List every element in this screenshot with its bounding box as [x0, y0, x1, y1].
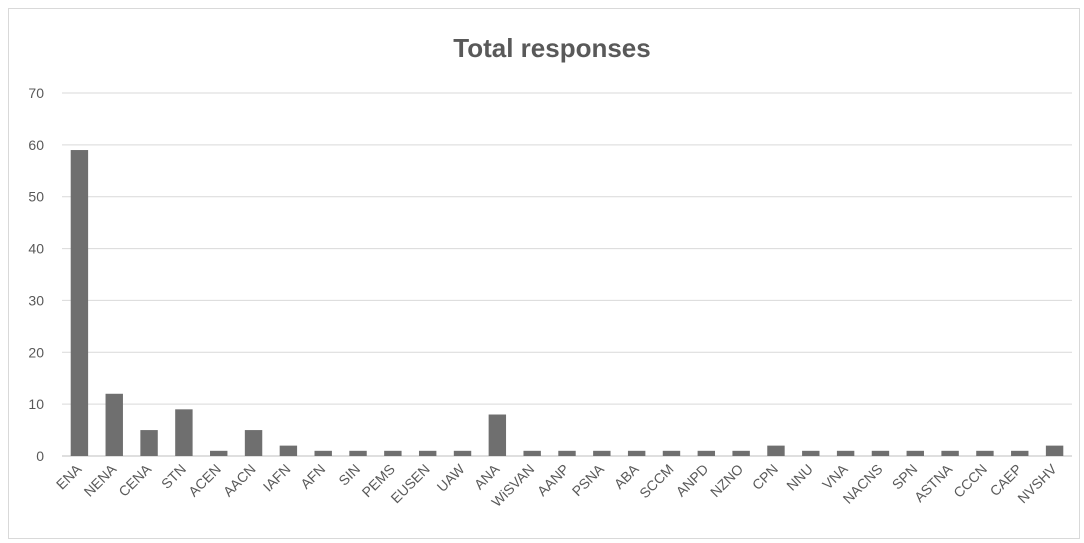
y-tick-label: 10: [28, 396, 44, 412]
x-tick-label: CPN: [749, 461, 781, 493]
bar-psna: [593, 450, 611, 456]
bar-sccm: [662, 450, 681, 456]
bar-acen: [210, 450, 228, 456]
y-axis-ticks: 0 10 20 30 40 50 60 70: [28, 85, 44, 464]
bar-afn: [314, 450, 332, 456]
bar-ena: [70, 150, 89, 457]
bar-vna: [836, 450, 855, 456]
bar-pems: [384, 450, 402, 456]
y-tick-label: 70: [28, 85, 44, 101]
bar-cpn: [767, 445, 785, 456]
x-tick-label: PSNA: [569, 460, 608, 499]
chart-title: Total responses: [453, 33, 650, 63]
bar-wisvan: [523, 450, 541, 456]
bar-iafn: [279, 445, 298, 456]
bar-ana: [488, 414, 507, 456]
bar-aba: [627, 450, 646, 456]
bar-nacns: [871, 450, 890, 456]
x-tick-label: NNU: [783, 461, 816, 494]
x-tick-label: STN: [158, 461, 189, 492]
x-tick-label: ACEN: [185, 461, 224, 500]
x-tick-label: CCCN: [950, 461, 990, 501]
bar-caep: [1011, 450, 1029, 456]
x-tick-label: NVSHV: [1014, 460, 1060, 506]
bar-anpd: [697, 450, 716, 456]
bar-stn: [175, 409, 193, 456]
bar-eusen: [418, 450, 437, 456]
x-tick-label: ANPD: [673, 461, 712, 500]
y-tick-label: 40: [28, 241, 44, 257]
x-tick-label: ASTNA: [911, 460, 956, 505]
x-tick-label: NZNO: [707, 461, 746, 500]
y-tick-label: 0: [36, 448, 44, 464]
x-tick-label: NACNS: [840, 461, 886, 507]
gridlines: [62, 92, 1072, 457]
x-tick-label: AANP: [534, 461, 572, 499]
bar-spn: [906, 450, 924, 456]
bar-nvshv: [1045, 445, 1064, 456]
y-tick-label: 30: [28, 292, 44, 308]
x-tick-label: ABA: [611, 460, 643, 492]
bars: [70, 150, 1064, 457]
bar-nnu: [802, 450, 820, 456]
x-tick-label: SIN: [335, 461, 363, 489]
bar-nzno: [732, 450, 750, 456]
bar-cccn: [976, 450, 994, 456]
x-tick-label: AACN: [220, 461, 259, 500]
y-tick-label: 60: [28, 137, 44, 153]
x-tick-label: NENA: [81, 460, 120, 499]
x-tick-label: AFN: [297, 461, 328, 492]
bar-aacn: [244, 430, 263, 456]
y-tick-label: 20: [28, 344, 44, 360]
bar-nena: [105, 393, 123, 456]
bar-sin: [349, 450, 367, 456]
bar-cena: [140, 430, 158, 456]
x-tick-label: UAW: [434, 460, 469, 495]
x-tick-label: SCCM: [636, 461, 676, 501]
bar-aanp: [558, 450, 576, 456]
x-tick-label: EUSEN: [387, 461, 432, 506]
bar-astna: [941, 450, 959, 456]
bar-uaw: [453, 450, 472, 456]
y-tick-label: 50: [28, 189, 44, 205]
x-tick-label: IAFN: [260, 461, 294, 495]
x-tick-label: CENA: [115, 460, 154, 499]
